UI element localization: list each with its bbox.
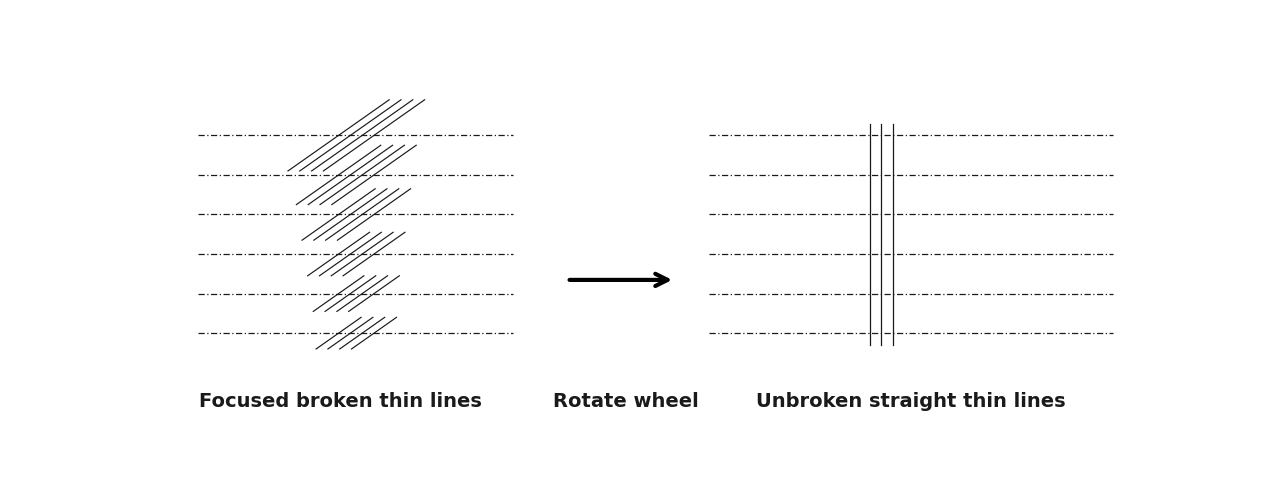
Text: Unbroken straight thin lines: Unbroken straight thin lines [756,392,1066,411]
Text: Rotate wheel: Rotate wheel [553,392,699,411]
Text: Focused broken thin lines: Focused broken thin lines [199,392,482,411]
